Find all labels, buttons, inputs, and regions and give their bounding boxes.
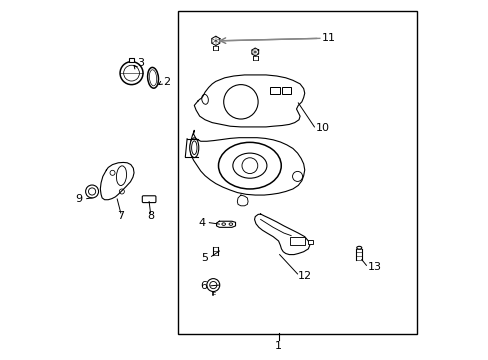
Bar (129, 58, 134, 62)
Polygon shape (237, 195, 247, 206)
Text: 13: 13 (367, 262, 381, 272)
Bar (269, 87, 279, 94)
Text: 4: 4 (198, 218, 205, 228)
FancyBboxPatch shape (142, 196, 156, 203)
Bar (308, 239, 312, 244)
Polygon shape (251, 48, 258, 56)
Text: 7: 7 (117, 211, 124, 221)
Bar (290, 237, 304, 244)
Text: 1: 1 (275, 341, 282, 351)
Polygon shape (254, 214, 309, 255)
Text: 11: 11 (321, 33, 335, 43)
Text: 10: 10 (315, 123, 329, 133)
Text: 6: 6 (200, 281, 207, 291)
Text: 5: 5 (201, 253, 207, 263)
Text: 8: 8 (147, 211, 154, 221)
Polygon shape (190, 131, 304, 195)
Text: 12: 12 (298, 271, 312, 281)
Text: 3: 3 (137, 58, 143, 68)
Bar (178, 12, 416, 334)
Ellipse shape (356, 246, 361, 249)
Bar (282, 87, 290, 94)
Text: 9: 9 (75, 194, 82, 204)
Polygon shape (216, 221, 235, 227)
Polygon shape (211, 36, 220, 45)
Text: 2: 2 (163, 77, 169, 87)
Polygon shape (194, 75, 304, 127)
Polygon shape (100, 162, 134, 200)
Ellipse shape (189, 138, 198, 158)
